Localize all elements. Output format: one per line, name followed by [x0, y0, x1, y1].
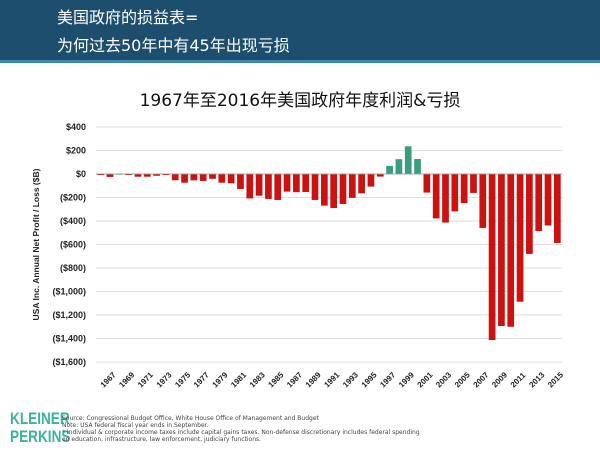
bar-2011	[507, 174, 515, 327]
bar-2003	[432, 174, 440, 219]
bar-1999	[395, 159, 403, 174]
y-tick-label: ($600)	[60, 240, 86, 250]
y-tick-label: ($1,400)	[52, 334, 86, 344]
bar-2009	[488, 174, 496, 341]
bar-2002	[423, 174, 431, 193]
x-tick-label: 1989	[304, 370, 323, 389]
y-tick-label: ($200)	[60, 193, 86, 203]
bar-2013	[526, 174, 533, 254]
y-tick-label: $400	[66, 122, 86, 132]
bar-1967	[97, 174, 105, 176]
x-tick-label: 2015	[546, 370, 565, 389]
x-tick-label: 1969	[117, 370, 136, 389]
bar-1992	[330, 174, 338, 209]
y-tick-label: $0	[76, 169, 86, 179]
bar-1972	[143, 174, 151, 177]
y-axis-label: USA Inc. Annual Net Profit / Loss ($B)	[31, 168, 41, 320]
header-title-line1: 美国政府的损益表=	[57, 8, 199, 27]
x-tick-label: 2003	[434, 370, 453, 389]
x-tick-label: 1993	[341, 370, 360, 389]
bar-2004	[442, 174, 449, 223]
bar-1978	[199, 174, 207, 181]
bar-1990	[311, 174, 319, 200]
bar-2010	[498, 174, 505, 327]
chart-title: 1967年至2016年美国政府年度利润&亏损	[139, 91, 461, 111]
x-tick-label: 1983	[248, 370, 267, 389]
x-tick-label: 1997	[378, 370, 397, 389]
header-band: 美国政府的损益表= 为何过去50年中有45年出现亏损	[0, 0, 600, 63]
bar-1997	[376, 174, 384, 177]
bar-1970	[125, 174, 132, 175]
bar-1981	[227, 174, 235, 184]
y-tick-label: ($1,000)	[52, 287, 86, 297]
x-tick-label: 1985	[266, 370, 285, 389]
bar-1993	[339, 174, 347, 204]
note-source: Source: Congressional Budget Office, Whi…	[62, 415, 319, 422]
bar-2005	[451, 174, 459, 212]
bar-1991	[320, 174, 328, 206]
bar-1985	[265, 174, 272, 199]
bar-1986	[274, 174, 282, 200]
bar-1971	[134, 174, 142, 177]
bar-1979	[209, 174, 216, 179]
bar-1975	[171, 174, 179, 181]
bar-1988	[293, 174, 300, 193]
x-tick-label: 1967	[99, 370, 118, 389]
x-tick-label: 2009	[490, 370, 509, 389]
bar-1996	[367, 174, 375, 187]
x-tick-label: 1987	[285, 370, 304, 389]
x-tick-label: 1981	[229, 370, 248, 389]
bar-2007	[470, 174, 477, 193]
bar-2016	[553, 174, 561, 243]
bar-2012	[516, 174, 524, 302]
bar-1998	[386, 165, 393, 174]
x-tick-label: 1971	[136, 370, 155, 389]
x-tick-label: 1991	[322, 370, 341, 389]
bar-1974	[162, 174, 170, 175]
bar-2000	[404, 146, 412, 174]
bar-1995	[358, 174, 365, 194]
header-title-line2: 为何过去50年中有45年出现亏损	[57, 36, 290, 55]
y-tick-label: ($1,200)	[52, 310, 86, 320]
note-fiscal-year: Note: USA federal fiscal year ends in Se…	[62, 422, 209, 429]
kleiner-perkins-logo: KLEINER PERKINS	[10, 409, 71, 446]
bar-1984	[255, 174, 263, 196]
y-tick-label: $200	[66, 146, 86, 156]
bar-2008	[479, 174, 487, 228]
bar-1994	[348, 174, 356, 198]
bar-2006	[460, 174, 468, 204]
x-tick-label: 1977	[192, 370, 211, 389]
bar-1983	[246, 174, 254, 199]
bar-1976	[181, 174, 188, 183]
note-taxes: * Individual & corporate income taxes in…	[62, 429, 420, 443]
bar-1977	[190, 174, 198, 181]
bar-1987	[283, 174, 291, 192]
bar-1989	[302, 174, 310, 192]
bar-1980	[218, 174, 226, 183]
x-tick-label: 1995	[360, 370, 379, 389]
footnotes: Source: Congressional Budget Office, Whi…	[62, 415, 422, 443]
x-tick-label: 1975	[173, 370, 192, 389]
x-tick-label: 2007	[472, 370, 491, 389]
x-tick-label: 2005	[453, 370, 472, 389]
x-tick-label: 1973	[155, 370, 174, 389]
x-tick-label: 2013	[527, 370, 546, 389]
bar-2015	[544, 174, 552, 226]
x-tick-label: 2001	[416, 370, 435, 389]
x-tick-label: 1979	[211, 370, 230, 389]
bar-1973	[153, 174, 160, 176]
y-tick-label: ($800)	[60, 263, 86, 273]
bar-2014	[535, 174, 543, 231]
y-tick-label: ($400)	[60, 216, 86, 226]
y-tick-label: ($1,600)	[52, 357, 86, 367]
x-tick-label: 2011	[509, 370, 528, 389]
bar-1968	[106, 174, 114, 177]
x-tick-label: 1999	[397, 370, 416, 389]
bar-2001	[414, 158, 421, 174]
bar-1982	[237, 174, 244, 190]
bar-chart: $400 $200 $0 ($200) ($400) ($600) ($800) ($1,00…	[31, 122, 565, 389]
